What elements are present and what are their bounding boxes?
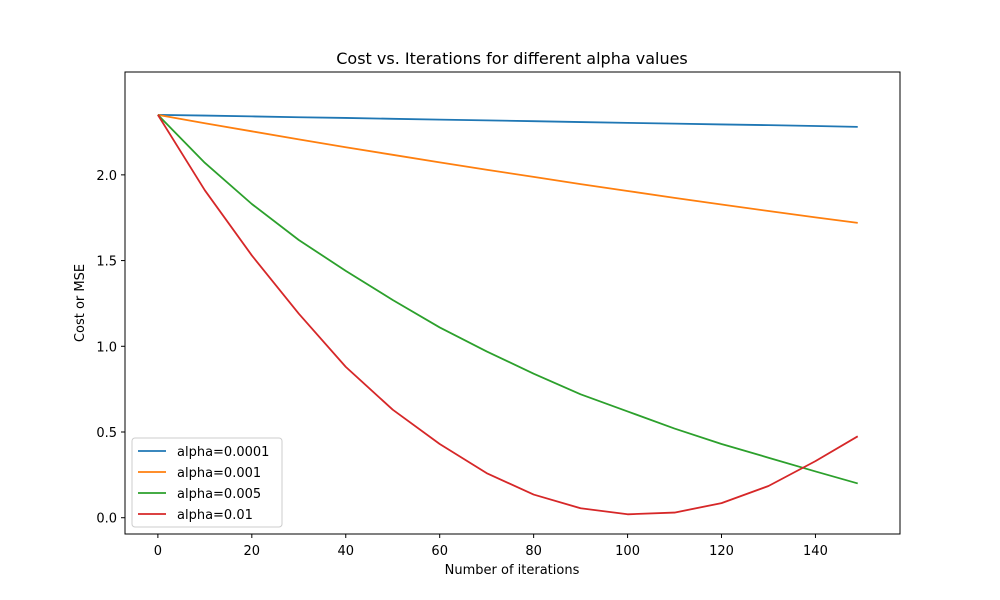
x-tick-label: 20 [244, 544, 261, 559]
legend-label-3: alpha=0.005 [177, 487, 261, 502]
x-tick-label: 140 [803, 544, 828, 559]
y-tick-label: 0.0 [96, 512, 117, 527]
series-line-1 [157, 113, 858, 128]
series-line-3 [157, 114, 858, 485]
y-tick-label: 1.5 [96, 255, 117, 270]
legend-label-4: alpha=0.01 [177, 508, 253, 523]
series-line-2 [157, 113, 858, 224]
legend-box [131, 437, 283, 528]
x-tick-label: 120 [709, 544, 734, 559]
y-tick-label: 1.0 [96, 340, 117, 355]
x-tick-label: 60 [431, 544, 448, 559]
x-tick-label: 100 [615, 544, 640, 559]
x-axis: 0 20 40 60 80 100 120 140 [154, 534, 828, 559]
y-axis: 0.0 0.5 1.0 1.5 2.0 [96, 169, 125, 527]
x-tick-label: 40 [337, 544, 354, 559]
chart-title: Cost vs. Iterations for different alpha … [336, 49, 688, 68]
x-tick-label: 0 [154, 544, 162, 559]
x-axis-label: Number of iterations [445, 563, 580, 578]
legend-label-1: alpha=0.0001 [177, 445, 269, 460]
y-tick-label: 2.0 [96, 169, 117, 184]
x-tick-label: 80 [525, 544, 542, 559]
plot-frame [124, 71, 901, 535]
y-axis-label: Cost or MSE [73, 264, 88, 342]
y-tick-label: 0.5 [96, 426, 117, 441]
legend: alpha=0.0001 alpha=0.001 alpha=0.005 alpha=… [131, 437, 283, 528]
legend-label-2: alpha=0.001 [177, 466, 261, 481]
plot-series [157, 113, 859, 516]
series-line-4 [157, 114, 859, 516]
